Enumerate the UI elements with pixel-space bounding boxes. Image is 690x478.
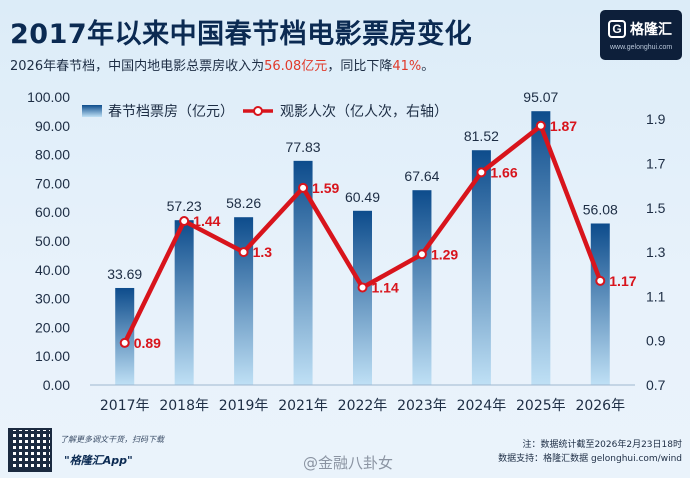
qr-code <box>8 428 52 472</box>
bar <box>293 160 313 385</box>
bar-value-label: 56.08 <box>583 201 618 217</box>
bar <box>412 190 432 385</box>
subtitle-highlight-value: 56.08亿元 <box>264 59 328 74</box>
legend-bar-swatch <box>82 105 102 117</box>
x-tick-label: 2017年 <box>100 398 150 414</box>
brand-logo: G 格隆汇 www.gelonghui.com <box>600 10 682 60</box>
x-tick-label: 2026年 <box>575 398 625 414</box>
y-tick-label: 50.00 <box>35 233 70 249</box>
y2-tick-label: 1.3 <box>646 244 666 260</box>
bar-value-label: 57.23 <box>167 198 202 214</box>
legend-line-label: 观影人次（亿人次，右轴） <box>280 104 448 120</box>
line-value-label: 1.17 <box>609 273 636 289</box>
line-value-label: 1.44 <box>193 213 220 229</box>
chart-title: 2017年以来中国春节档电影票房变化 <box>10 19 473 50</box>
line-point <box>476 167 487 178</box>
bar <box>353 210 372 385</box>
bar-value-label: 77.83 <box>286 139 321 155</box>
x-tick-label: 2022年 <box>338 398 388 414</box>
bar <box>590 223 610 385</box>
line-point <box>416 249 427 260</box>
line-value-label: 1.87 <box>550 118 577 134</box>
x-tick-label: 2024年 <box>457 398 507 414</box>
line-value-label: 0.89 <box>134 335 161 351</box>
line-value-label: 1.59 <box>312 180 339 196</box>
line-point <box>298 182 309 193</box>
line-point <box>595 275 606 286</box>
subtitle-text-2: ，同比下降 <box>327 59 393 74</box>
bar <box>234 217 254 385</box>
bar-value-label: 33.69 <box>107 266 142 282</box>
line-point <box>357 282 368 293</box>
chart-subtitle: 2026年春节档，中国内地电影总票房收入为56.08亿元，同比下降41%。 <box>10 55 434 74</box>
x-tick-label: 2021年 <box>278 398 328 414</box>
y-tick-label: 90.00 <box>35 118 70 134</box>
line-value-label: 1.29 <box>431 246 458 262</box>
line-value-label: 1.66 <box>490 164 517 180</box>
x-tick-label: 2019年 <box>219 398 269 414</box>
bar <box>531 111 551 386</box>
footnote-line-2: 数据支持：格隆汇数据 gelonghui.com/wind <box>498 454 682 464</box>
chart-svg: 0.00 10.00 20.00 30.00 40.00 50.00 60.00 70.00 8… <box>27 89 666 414</box>
logo-mark-icon: G <box>608 20 626 38</box>
subtitle-text-1: 2026年春节档，中国内地电影总票房收入为 <box>10 59 265 74</box>
y2-tick-label: 0.7 <box>646 377 666 393</box>
bar-value-label: 95.07 <box>523 89 558 105</box>
line-point <box>238 247 249 258</box>
bar-value-label: 58.26 <box>226 195 261 211</box>
y-tick-label: 100.00 <box>27 89 70 105</box>
bar-value-label: 60.49 <box>345 189 380 205</box>
y-tick-label: 30.00 <box>35 291 70 307</box>
x-tick-label: 2023年 <box>397 398 447 414</box>
subtitle-highlight-pct: 41% <box>392 59 422 74</box>
y2-tick-label: 1.7 <box>646 155 666 171</box>
y-tick-label: 10.00 <box>35 348 70 364</box>
footnote-line-1: 注：数据统计截至2026年2月23日18时 <box>522 440 682 450</box>
y2-tick-label: 1.5 <box>646 200 666 216</box>
legend-bar-label: 春节档票房（亿元） <box>108 104 234 120</box>
y-tick-label: 0.00 <box>43 377 70 393</box>
y-tick-label: 20.00 <box>35 319 70 335</box>
subtitle-text-3: 。 <box>421 59 435 74</box>
line-value-label: 1.14 <box>372 280 399 296</box>
app-promo-text: 了解更多调文干货，扫码下载 <box>60 435 164 444</box>
top-bar <box>0 0 690 6</box>
y-tick-label: 40.00 <box>35 262 70 278</box>
line-point <box>535 120 546 131</box>
y-tick-label: 70.00 <box>35 175 70 191</box>
y2-tick-label: 0.9 <box>646 333 666 349</box>
x-tick-label: 2018年 <box>159 398 209 414</box>
bar-value-label: 67.64 <box>404 168 439 184</box>
line-value-label: 1.3 <box>253 244 273 260</box>
line-point <box>119 337 130 348</box>
logo-name: 格隆汇 <box>630 22 672 38</box>
bar <box>115 287 135 385</box>
y2-tick-label: 1.1 <box>646 288 666 304</box>
y-tick-label: 60.00 <box>35 204 70 220</box>
bar <box>174 220 194 385</box>
y2-tick-label: 1.9 <box>646 111 666 127</box>
app-name-text: "格隆汇App" <box>64 454 133 467</box>
legend-line-marker <box>253 106 263 116</box>
y-tick-label: 80.00 <box>35 147 70 163</box>
weibo-watermark: @金融八卦女 <box>303 454 394 472</box>
bar-value-label: 81.52 <box>464 128 499 144</box>
logo-url: www.gelonghui.com <box>610 44 673 51</box>
x-tick-label: 2025年 <box>516 398 566 414</box>
bar <box>471 150 491 385</box>
footnote: 注：数据统计截至2026年2月23日18时 数据支持：格隆汇数据 gelongh… <box>498 438 682 466</box>
line-point <box>179 216 190 227</box>
